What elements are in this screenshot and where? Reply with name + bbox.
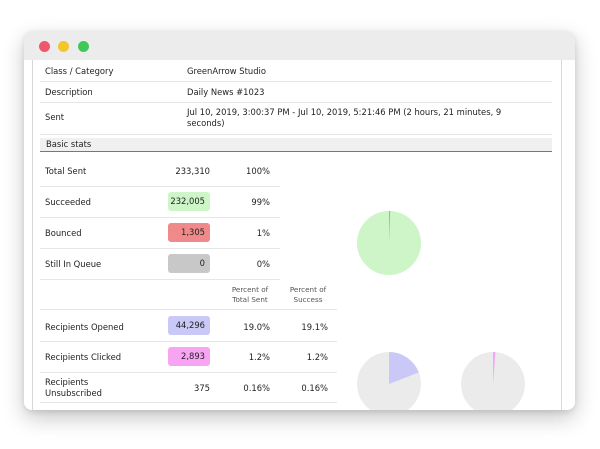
divider (40, 102, 552, 103)
divider (40, 217, 280, 218)
percent-of-total-sent-header: Percent of Total Sent (231, 285, 269, 304)
divider (40, 81, 552, 82)
percent-of-success-header: Percent of Success (289, 285, 327, 304)
total-sent-count: 233,310 (175, 166, 210, 176)
opened-pie-slice (389, 352, 419, 384)
succeeded-count-badge: 232,005 (168, 192, 210, 211)
close-window-button[interactable] (39, 41, 50, 52)
description-label: Description (45, 87, 93, 97)
clicked-percent-success: 1.2% (306, 352, 328, 362)
clicked-pie-slice (493, 352, 496, 384)
divider (40, 186, 280, 187)
bounced-label: Bounced (45, 228, 82, 238)
bounced-percent: 1% (256, 228, 270, 238)
queue-percent: 0% (256, 259, 270, 269)
recipients-clicked-label: Recipients Clicked (45, 352, 122, 362)
sent-label: Sent (45, 112, 65, 122)
clicked-percent-total: 1.2% (248, 352, 270, 362)
total-sent-percent: 100% (246, 166, 270, 176)
queue-count-badge: 0 (168, 254, 210, 273)
divider (40, 309, 337, 310)
delivery-pie-chart (357, 211, 421, 275)
divider (40, 248, 280, 249)
succeeded-percent: 99% (251, 197, 270, 207)
report-content: Class / Category GreenArrow Studio Descr… (24, 60, 575, 410)
unsubscribed-percent-total: 0.16% (243, 383, 270, 393)
opened-pie-chart (357, 352, 421, 410)
unsubscribed-count: 375 (194, 383, 210, 393)
bounced-count-badge: 1,305 (168, 223, 210, 242)
clicked-pie-chart (461, 352, 525, 410)
title-bar (24, 31, 575, 60)
unsubscribed-percent-success: 0.16% (301, 383, 328, 393)
divider (40, 372, 337, 373)
divider (40, 134, 552, 135)
recipients-unsubscribed-label-line2: Unsubscribed (45, 388, 102, 398)
divider (40, 341, 337, 342)
description-value: Daily News #1023 (187, 87, 265, 97)
recipients-opened-label: Recipients Opened (45, 322, 124, 332)
sent-value-line1: Jul 10, 2019, 3:00:37 PM - Jul 10, 2019,… (187, 107, 502, 117)
recipients-unsubscribed-label-line1: Recipients (45, 377, 89, 387)
zoom-window-button[interactable] (78, 41, 89, 52)
minimize-window-button[interactable] (58, 41, 69, 52)
sent-value-line2: seconds) (187, 118, 225, 128)
section-title: Basic stats (46, 139, 92, 149)
left-border (32, 60, 33, 410)
total-sent-label: Total Sent (45, 166, 87, 176)
divider (40, 402, 337, 403)
opened-percent-success: 19.1% (301, 322, 328, 332)
right-border (561, 60, 562, 410)
opened-percent-total: 19.0% (243, 322, 270, 332)
class-category-value: GreenArrow Studio (187, 66, 266, 76)
still-in-queue-label: Still In Queue (45, 259, 102, 269)
section-header-basic-stats: Basic stats (40, 138, 552, 152)
app-window: Class / Category GreenArrow Studio Descr… (24, 31, 575, 410)
class-category-label: Class / Category (45, 66, 114, 76)
succeeded-label: Succeeded (45, 197, 91, 207)
opened-count-badge: 44,296 (168, 316, 210, 335)
divider (40, 279, 280, 280)
clicked-count-badge: 2,893 (168, 347, 210, 366)
delivery-pie-slice (389, 211, 391, 243)
